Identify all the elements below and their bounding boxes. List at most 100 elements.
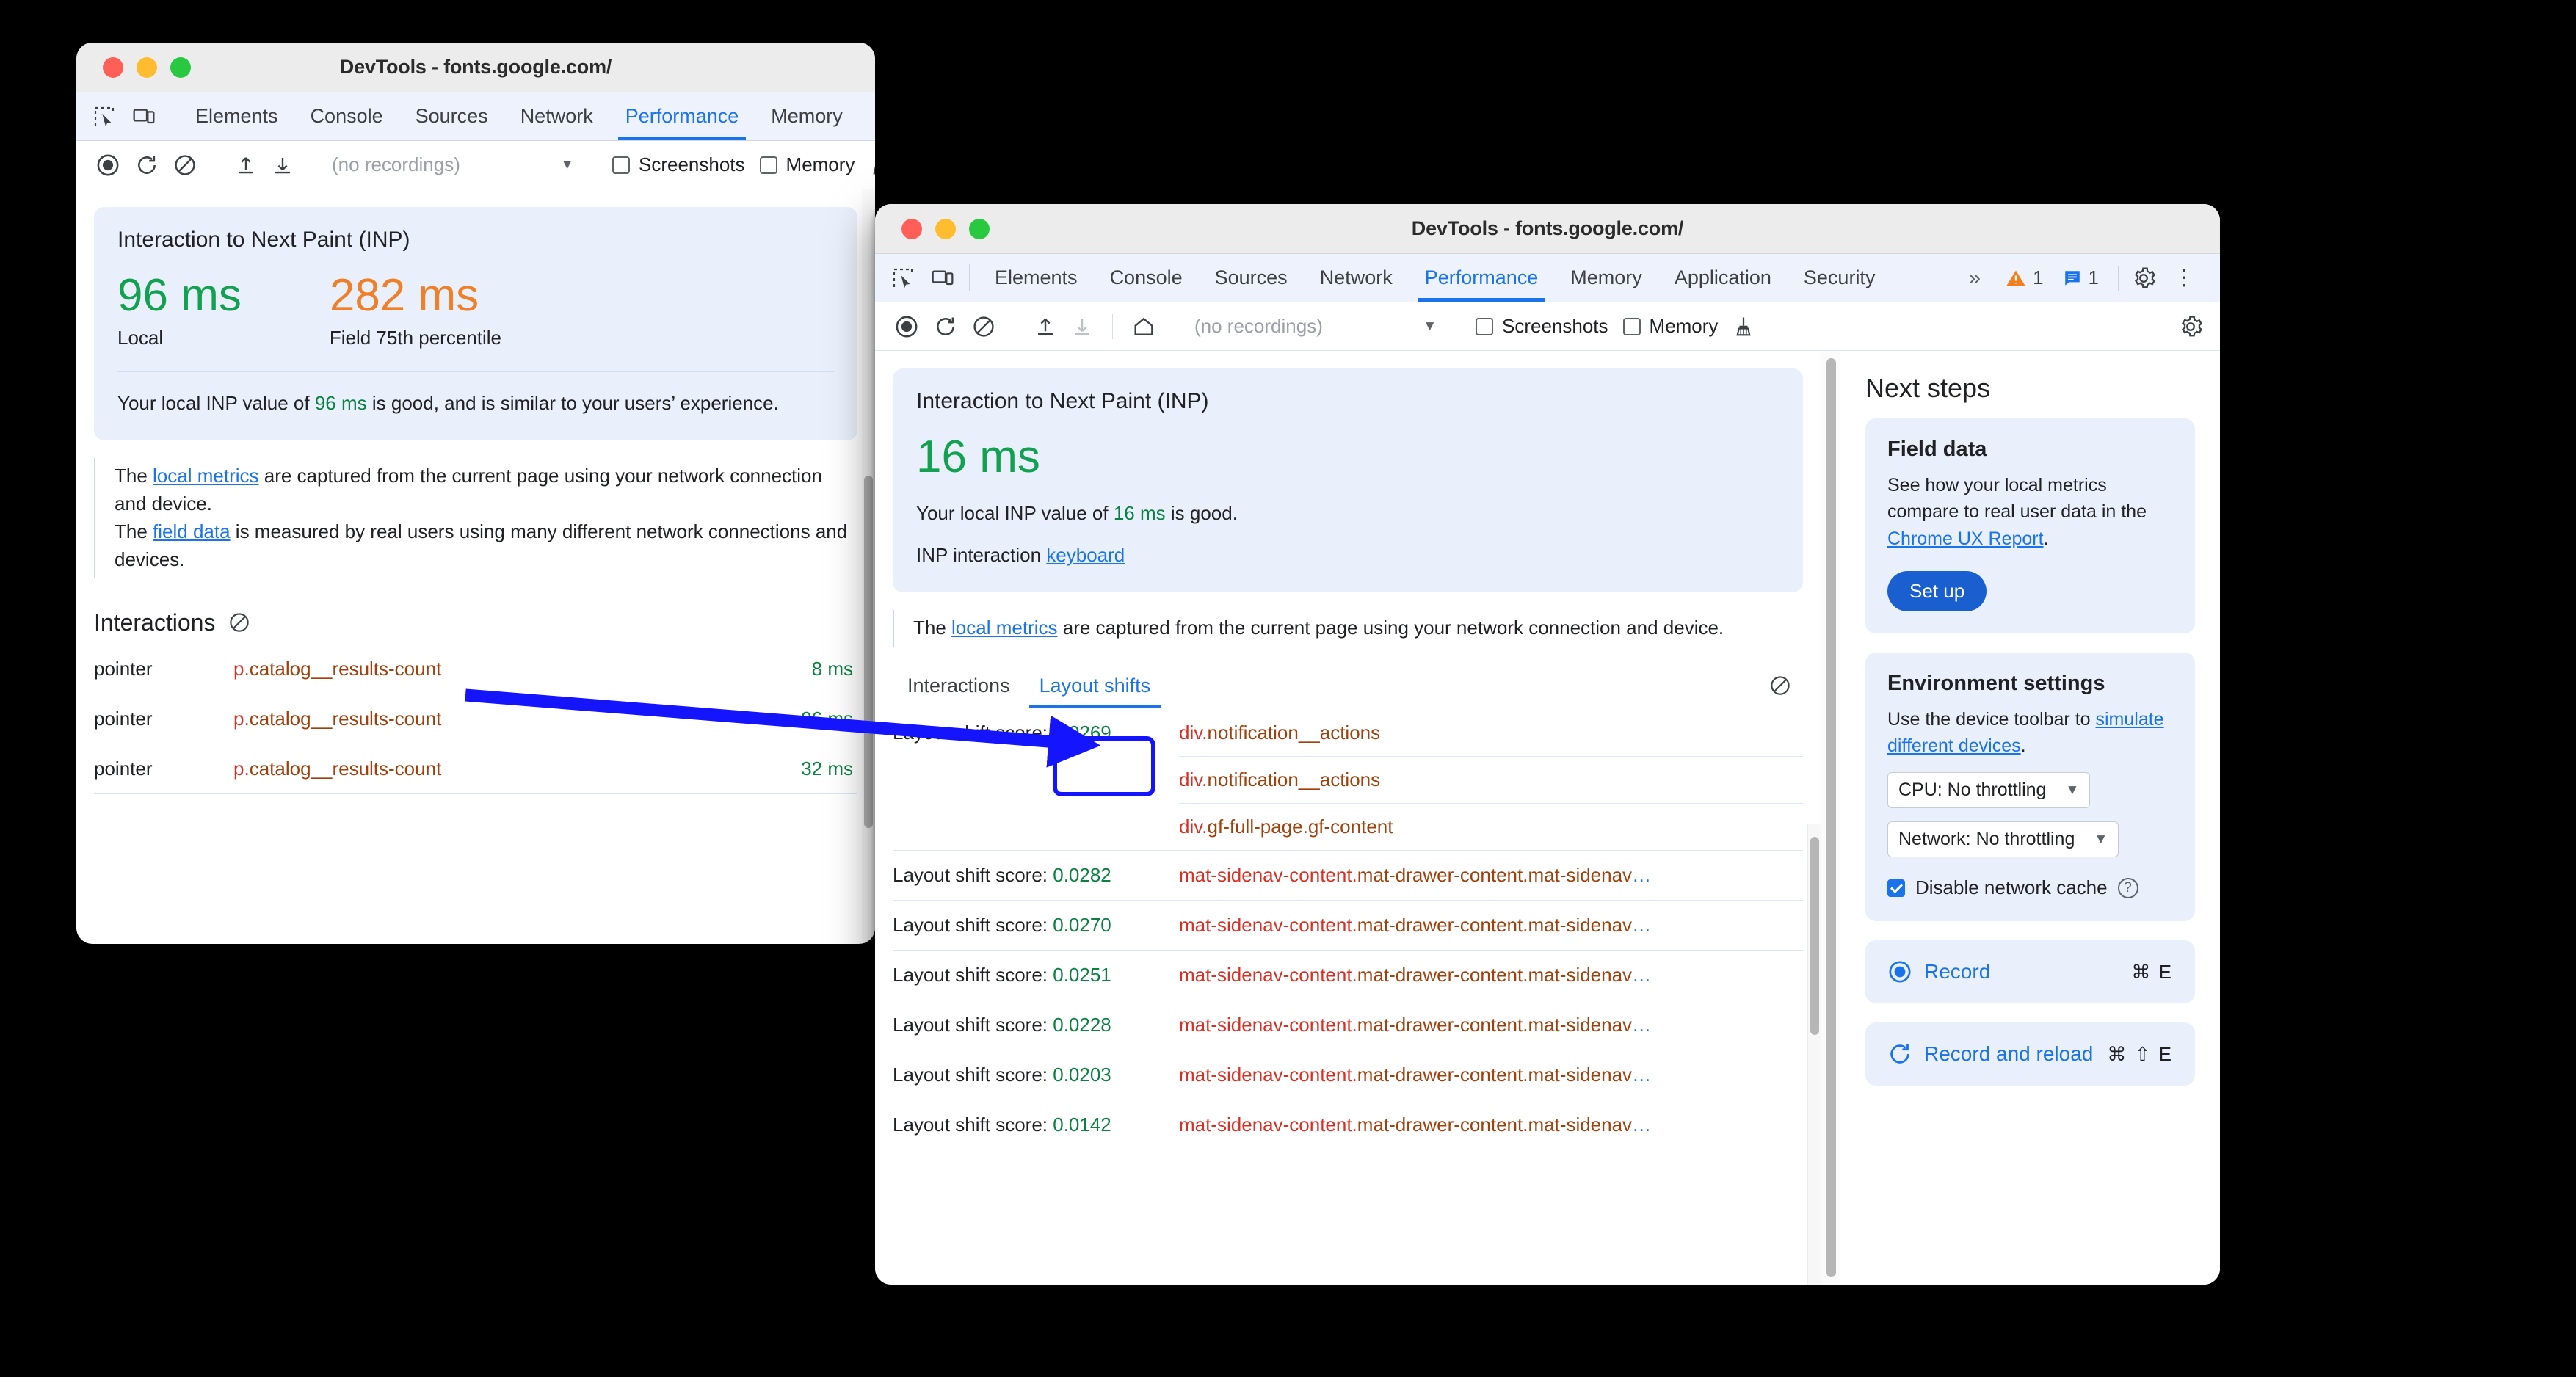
clear-icon[interactable]	[173, 153, 197, 177]
tab-application[interactable]: Application	[859, 92, 876, 140]
device-toolbar-icon[interactable]	[132, 105, 156, 128]
layout-shift-element[interactable]: mat-sidenav-content.mat-drawer-content.m…	[1179, 1064, 1803, 1086]
table-row[interactable]: Layout shift score: 0.0203 mat-sidenav-c…	[893, 1049, 1803, 1100]
front-subtabs[interactable]: Interactions Layout shifts	[893, 664, 1803, 708]
back-tool-icons[interactable]	[92, 92, 170, 140]
layout-shifts-scrollbar-thumb[interactable]	[1810, 837, 1819, 1035]
tab-console[interactable]: Console	[310, 105, 383, 127]
local-metrics-link[interactable]: local metrics	[153, 465, 259, 487]
memory-checkbox[interactable]: Memory	[759, 153, 855, 176]
tab-security[interactable]: Security	[1803, 266, 1876, 288]
inp-interaction-link[interactable]: keyboard	[1046, 544, 1125, 566]
front-tab-list[interactable]: Elements Console Sources Network Perform…	[979, 254, 1891, 302]
devtools-window-back[interactable]: DevTools - fonts.google.com/	[76, 43, 875, 944]
tab-memory[interactable]: Memory	[771, 105, 843, 127]
minimize-button[interactable]	[935, 218, 956, 239]
tab-elements[interactable]: Elements	[995, 266, 1078, 288]
table-row[interactable]: Layout shift score: 0.0270 mat-sidenav-c…	[893, 899, 1803, 950]
chrome-ux-report-link[interactable]: Chrome UX Report	[1887, 528, 2044, 549]
table-row[interactable]: pointer p.catalog__results-count 96 ms	[94, 693, 857, 744]
tab-performance[interactable]: Performance	[1409, 254, 1555, 302]
load-profile-icon[interactable]	[1034, 316, 1056, 338]
table-row[interactable]: Layout shift score: 0.0251 mat-sidenav-c…	[893, 949, 1803, 1000]
back-perf-toolbar[interactable]: (no recordings) ▼ Screenshots Memory	[76, 141, 875, 189]
front-toolbar-right[interactable]	[2179, 315, 2220, 338]
screenshots-checkbox-box[interactable]	[1476, 317, 1493, 335]
tab-performance[interactable]: Performance	[609, 92, 755, 140]
layout-shift-element[interactable]: div.notification__actions	[1179, 755, 1803, 803]
cpu-throttling-select[interactable]: CPU: No throttling ▼	[1887, 772, 2091, 809]
maximize-button[interactable]	[170, 57, 191, 78]
back-panel-scrollbar[interactable]	[862, 189, 875, 944]
front-perf-toolbar[interactable]: (no recordings) ▼ Screenshots Memory	[875, 302, 2220, 351]
more-tabs-icon[interactable]: »	[1968, 265, 1981, 290]
recordings-dropdown[interactable]: (no recordings) ▼	[1194, 315, 1437, 338]
interaction-selector[interactable]: p.catalog__results-count	[233, 658, 812, 680]
memory-checkbox-box[interactable]	[759, 156, 777, 174]
screenshots-checkbox[interactable]: Screenshots	[1476, 315, 1608, 338]
devtools-window-front[interactable]: DevTools - fonts.google.com/	[875, 204, 2220, 1285]
layout-shift-element[interactable]: mat-sidenav-content.mat-drawer-content.m…	[1179, 914, 1803, 937]
console-message-badge[interactable]: 1	[2057, 266, 2105, 289]
home-icon[interactable]	[1132, 315, 1155, 338]
interaction-selector[interactable]: p.catalog__results-count	[233, 757, 801, 780]
disable-network-cache-checkbox[interactable]	[1887, 879, 1905, 897]
table-row[interactable]: pointer p.catalog__results-count 8 ms	[94, 643, 857, 694]
field-data-link[interactable]: field data	[153, 520, 231, 542]
front-titlebar[interactable]: DevTools - fonts.google.com/	[875, 204, 2220, 254]
settings-gear-icon[interactable]	[2132, 266, 2155, 290]
subtab-layout-shifts[interactable]: Layout shifts	[1025, 664, 1166, 708]
layout-shifts-scrollbar[interactable]	[1807, 824, 1821, 1285]
inspect-element-icon[interactable]	[92, 105, 116, 128]
tab-elements[interactable]: Elements	[195, 105, 278, 127]
help-icon[interactable]: ?	[2117, 877, 2138, 898]
interaction-selector[interactable]: p.catalog__results-count	[233, 708, 801, 730]
tab-network[interactable]: Network	[520, 105, 593, 127]
table-row[interactable]: pointer p.catalog__results-count 32 ms	[94, 743, 857, 793]
set-up-button[interactable]: Set up	[1887, 570, 1987, 611]
inspect-element-icon[interactable]	[891, 266, 915, 290]
memory-checkbox[interactable]: Memory	[1622, 315, 1718, 338]
table-row[interactable]: Layout shift score: 0.0228 mat-sidenav-c…	[893, 999, 1803, 1050]
warning-badge[interactable]: 1	[2000, 266, 2049, 289]
recordings-dropdown[interactable]: (no recordings) ▼	[332, 153, 574, 176]
disable-network-cache-row[interactable]: Disable network cache ?	[1887, 876, 2173, 899]
tab-memory[interactable]: Memory	[1570, 266, 1642, 288]
front-panel-scrollbar-thumb[interactable]	[1826, 358, 1836, 1277]
record-button-icon[interactable]	[95, 153, 120, 178]
layout-shift-element[interactable]: mat-sidenav-content.mat-drawer-content.m…	[1179, 1113, 1803, 1136]
back-panel-scrollbar-thumb[interactable]	[864, 476, 873, 828]
front-traffic-lights[interactable]	[875, 218, 990, 239]
tab-sources[interactable]: Sources	[1214, 266, 1288, 288]
table-row[interactable]: Layout shift score: 0.0282 mat-sidenav-c…	[893, 849, 1803, 900]
clear-interactions-icon[interactable]	[228, 611, 250, 633]
more-options-icon[interactable]: ⋮	[2173, 266, 2195, 290]
reload-and-record-icon[interactable]	[135, 153, 159, 177]
layout-shift-element[interactable]: div.gf-full-page.gf-content	[1179, 802, 1803, 850]
clear-recordings-broom-icon[interactable]	[869, 154, 875, 176]
tab-console[interactable]: Console	[1109, 266, 1183, 288]
front-tabstrip-right[interactable]: » 1 1	[1956, 254, 2220, 302]
front-tool-icons[interactable]	[891, 254, 969, 302]
close-button[interactable]	[901, 218, 922, 239]
back-tab-list[interactable]: Elements Console Sources Network Perform…	[179, 92, 875, 140]
layout-shift-element[interactable]: div.notification__actions	[1179, 722, 1803, 756]
back-titlebar[interactable]: DevTools - fonts.google.com/	[76, 43, 875, 92]
maximize-button[interactable]	[969, 218, 990, 239]
screenshots-checkbox[interactable]: Screenshots	[612, 153, 745, 176]
record-and-reload-button[interactable]: Record and reload ⌘ ⇧ E	[1865, 1022, 2195, 1086]
back-tabstrip[interactable]: Elements Console Sources Network Perform…	[76, 92, 875, 141]
minimize-button[interactable]	[137, 57, 157, 78]
layout-shift-element[interactable]: mat-sidenav-content.mat-drawer-content.m…	[1179, 864, 1803, 887]
close-button[interactable]	[103, 57, 123, 78]
layout-shift-element[interactable]: mat-sidenav-content.mat-drawer-content.m…	[1179, 964, 1803, 987]
front-tabstrip[interactable]: Elements Console Sources Network Perform…	[875, 254, 2220, 302]
record-button[interactable]: Record ⌘ E	[1865, 940, 2195, 1004]
table-row[interactable]: Layout shift score: 0.0269 div.notificat…	[893, 707, 1803, 850]
load-profile-icon[interactable]	[235, 154, 257, 176]
local-metrics-link[interactable]: local metrics	[951, 616, 1058, 639]
screenshots-checkbox-box[interactable]	[612, 156, 630, 174]
subtab-interactions[interactable]: Interactions	[907, 674, 1010, 697]
table-row[interactable]: Layout shift score: 0.0142 mat-sidenav-c…	[893, 1099, 1803, 1149]
save-profile-icon[interactable]	[272, 154, 294, 176]
